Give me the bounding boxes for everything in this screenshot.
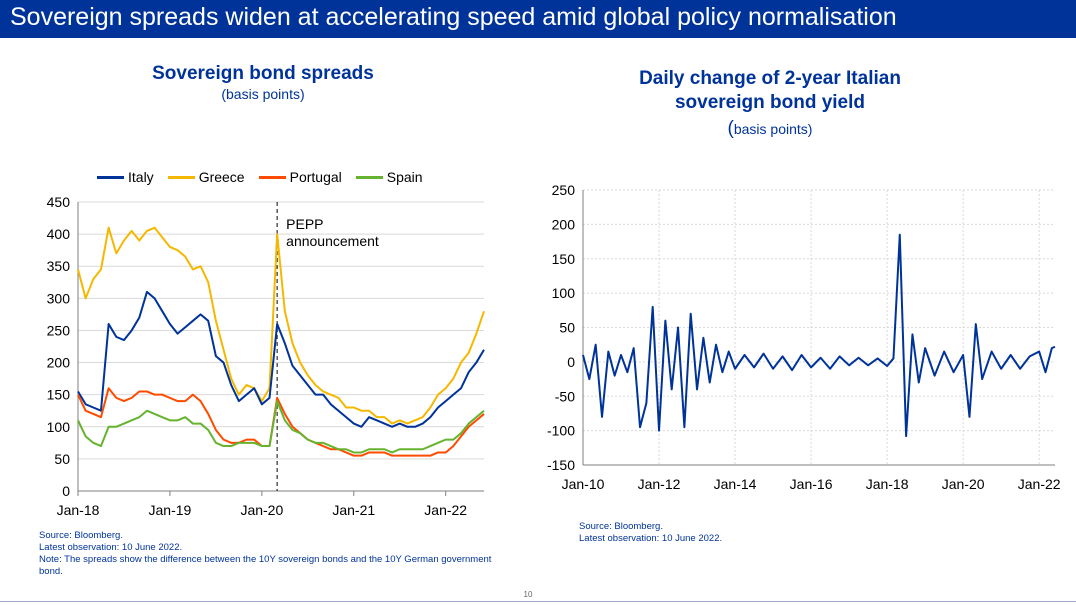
series-line-spain <box>77 400 485 454</box>
right-chart-title: Daily change of 2-year Italian sovereign… <box>570 67 970 115</box>
y-tick-label: 0 <box>567 354 575 370</box>
y-tick-label: 200 <box>552 216 576 232</box>
right-source: Source: Bloomberg. <box>579 521 663 532</box>
legend-label-greece: Greece <box>198 169 245 185</box>
y-tick-label: 150 <box>552 251 576 267</box>
x-tick-label: Jan-14 <box>714 476 757 492</box>
pepp-annotation-label: PEPP <box>286 216 323 232</box>
right-subtitle-paren: ( <box>727 118 734 139</box>
left-latest: Latest observation: 10 June 2022. <box>39 542 183 553</box>
y-tick-label: 450 <box>47 194 71 210</box>
right-subtitle-text: basis points) <box>733 121 813 137</box>
legend-swatch-portugal <box>258 175 286 179</box>
y-tick-label: 350 <box>47 258 71 274</box>
y-tick-label: 400 <box>47 226 71 242</box>
series-line-italy-2y <box>582 233 1056 438</box>
left-source: Source: Bloomberg. <box>39 530 123 541</box>
x-tick-label: Jan-20 <box>942 476 985 492</box>
x-tick-label: Jan-16 <box>790 476 833 492</box>
legend-swatch-italy <box>97 175 124 179</box>
bottom-rule <box>0 601 1076 602</box>
y-tick-label: 0 <box>62 483 70 499</box>
y-tick-label: 200 <box>47 355 71 371</box>
x-tick-label: Jan-22 <box>424 502 467 518</box>
left-chart-subtitle: (basis points) <box>221 86 305 102</box>
legend-label-portugal: Portugal <box>289 169 342 185</box>
right-title-line2: sovereign bond yield <box>674 92 866 113</box>
x-tick-label: Jan-21 <box>332 502 375 518</box>
legend-label-italy: Italy <box>128 169 154 185</box>
x-tick-label: Jan-19 <box>149 502 192 518</box>
y-tick-label: 50 <box>559 320 575 336</box>
y-tick-label: 150 <box>47 387 71 403</box>
x-tick-label: Jan-12 <box>638 476 681 492</box>
y-tick-label: 300 <box>47 290 71 306</box>
left-chart-title: Sovereign bond spreads <box>152 63 374 84</box>
legend-swatch-greece <box>167 175 195 179</box>
x-tick-label: Jan-10 <box>562 476 605 492</box>
y-tick-label: -150 <box>547 457 575 473</box>
legend-item-portugal: Portugal <box>258 169 342 185</box>
legend-swatch-spain <box>355 175 383 179</box>
right-title-line1: Daily change of 2-year Italian <box>639 68 901 89</box>
page-number: 10 <box>523 590 533 599</box>
page-title: Sovereign spreads widen at accelerating … <box>10 3 897 31</box>
left-note: Note: The spreads show the difference be… <box>39 554 492 577</box>
legend-item-spain: Spain <box>355 169 423 185</box>
legend-item-greece: Greece <box>167 169 245 185</box>
pepp-annotation-label: announcement <box>286 233 379 249</box>
left-legend: Italy Greece Portugal Spain <box>97 169 437 185</box>
x-tick-label: Jan-18 <box>57 502 100 518</box>
right-chart-subtitle: (basis points) <box>570 118 970 140</box>
right-footnotes: Source: Bloomberg. Latest observation: 1… <box>579 521 979 545</box>
y-tick-label: 100 <box>47 419 71 435</box>
legend-label-spain: Spain <box>386 169 423 185</box>
y-tick-label: 100 <box>552 285 576 301</box>
series-line-greece <box>77 226 485 425</box>
title-banner: Sovereign spreads widen at accelerating … <box>0 0 1076 38</box>
right-latest: Latest observation: 10 June 2022. <box>579 533 723 544</box>
series-line-portugal <box>77 387 485 457</box>
sovereign-spreads-chart: 0 50 100 150 200 250 300 350 400 450 Jan-18 Jan-19 J… <box>47 194 485 518</box>
x-tick-label: Jan-20 <box>240 502 283 518</box>
x-tick-label: Jan-18 <box>866 476 909 492</box>
series-line-italy <box>77 290 485 428</box>
y-tick-label: 250 <box>47 322 71 338</box>
y-tick-label: -50 <box>555 388 575 404</box>
legend-item-italy: Italy <box>97 169 154 185</box>
y-tick-label: 50 <box>54 451 70 467</box>
italian-yield-change-chart: -150 -100 -50 0 50 100 150 200 250 Jan-10 Jan-12 Ja… <box>547 182 1061 492</box>
y-tick-label: 250 <box>552 182 576 198</box>
x-tick-label: Jan-22 <box>1018 476 1061 492</box>
left-footnotes: Source: Bloomberg. Latest observation: 1… <box>39 530 497 578</box>
y-tick-label: -100 <box>547 423 575 439</box>
